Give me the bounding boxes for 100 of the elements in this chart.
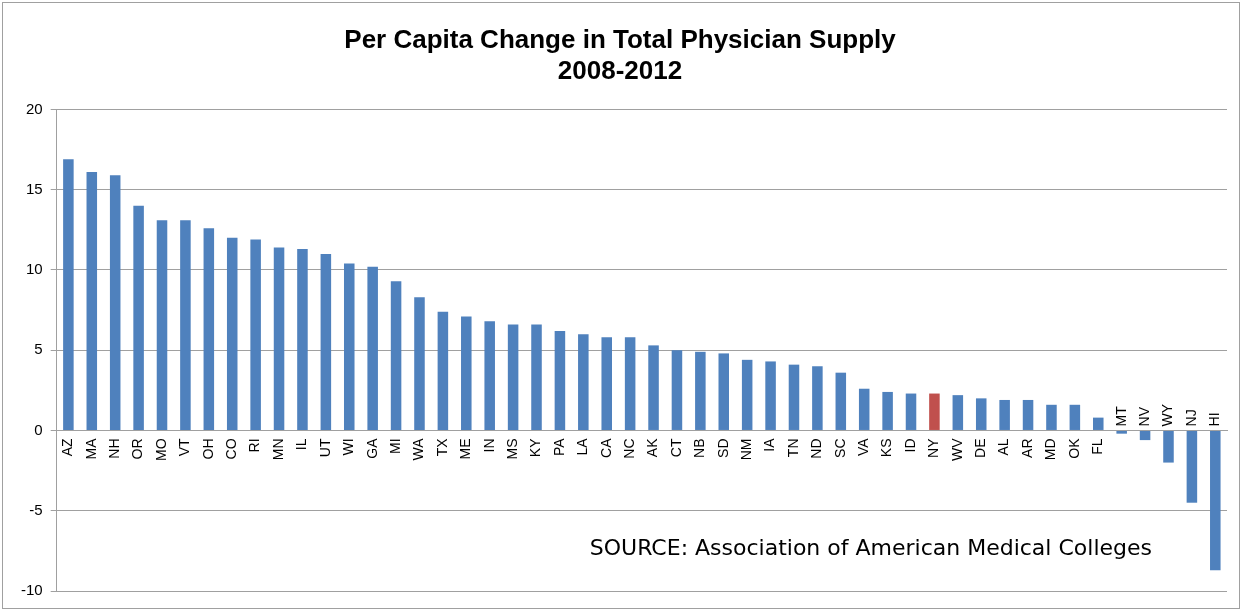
bar <box>741 359 753 430</box>
x-tick-label: AZ <box>59 438 76 457</box>
bar <box>367 266 378 430</box>
x-tick-label: GA <box>363 437 380 459</box>
bar <box>531 324 542 430</box>
bar <box>1116 430 1127 434</box>
bar <box>250 239 261 430</box>
x-tick-label: MD <box>1042 438 1059 461</box>
y-tick-label: 5 <box>34 340 43 358</box>
x-tick-label: NH <box>106 438 123 459</box>
bar <box>578 334 589 430</box>
bar <box>507 324 519 430</box>
x-tick-label: ND <box>808 438 825 459</box>
x-tick-label: SD <box>714 438 731 458</box>
y-tick-label: 0 <box>34 420 43 438</box>
bar <box>1139 430 1151 441</box>
bar <box>765 361 776 430</box>
bar <box>133 205 144 430</box>
x-tick-label: TX <box>433 437 450 457</box>
x-tick-label: NJ <box>1182 409 1199 427</box>
bar <box>952 395 964 430</box>
bar <box>905 393 917 430</box>
x-tick-label: NV <box>1135 406 1152 427</box>
bar <box>414 297 425 430</box>
bar <box>835 372 847 430</box>
x-tick-label: DE <box>972 438 989 458</box>
x-tick-label: IN <box>480 438 497 453</box>
x-tick-label: AL <box>995 438 1012 456</box>
x-tick-label: WV <box>948 437 965 462</box>
bar <box>297 249 308 430</box>
bar <box>1046 404 1057 430</box>
bar <box>180 220 191 430</box>
bar <box>320 253 332 430</box>
bar <box>718 353 730 430</box>
bar <box>601 337 612 430</box>
bar <box>624 337 636 430</box>
x-tick-label: MN <box>269 438 286 461</box>
x-tick-label: NM <box>738 438 755 461</box>
bar <box>1163 430 1174 463</box>
bar <box>1069 404 1081 430</box>
bar <box>1022 399 1034 430</box>
bar <box>109 175 121 430</box>
x-tick-label: OR <box>129 438 146 460</box>
bar <box>695 351 706 430</box>
y-tick-label: -10 <box>20 581 43 599</box>
annotation: SOURCE: Association of American Medical Colleges <box>589 534 1152 560</box>
bar <box>858 388 870 430</box>
bar <box>390 281 402 430</box>
bar <box>86 172 98 430</box>
x-tick-label: IL <box>293 438 310 451</box>
y-tick-label: 20 <box>25 99 43 117</box>
x-tick-label: CA <box>597 437 614 458</box>
x-tick-label: RI <box>246 438 263 453</box>
x-tick-label: AK <box>644 437 661 458</box>
x-tick-label: MT <box>1112 405 1129 427</box>
bar <box>156 220 168 430</box>
x-tick-label: KY <box>527 437 544 458</box>
x-tick-label: ID <box>901 438 918 453</box>
x-tick-label: ME <box>457 438 474 460</box>
x-tick-label: MO <box>152 438 169 462</box>
x-tick-label: CT <box>667 438 684 458</box>
bar <box>882 391 893 430</box>
bar <box>812 366 823 430</box>
bar <box>929 393 940 430</box>
x-tick-label: NY <box>925 437 942 458</box>
bar <box>484 321 495 430</box>
x-tick-label: AR <box>1018 438 1035 458</box>
x-tick-label: FL <box>1089 438 1106 455</box>
y-tick-label: 10 <box>25 260 43 278</box>
x-tick-label: TN <box>784 438 801 458</box>
x-tick-label: CO <box>223 438 240 460</box>
x-tick-label: VA <box>855 437 872 457</box>
bar <box>63 159 74 430</box>
bar <box>461 316 472 430</box>
bar <box>554 330 566 430</box>
bar <box>273 247 285 430</box>
x-tick-label: HI <box>1206 412 1223 427</box>
x-tick-label: PA <box>550 437 567 457</box>
x-tick-label: IA <box>761 437 778 452</box>
x-tick-label: NC <box>621 438 637 459</box>
bar <box>1186 430 1198 503</box>
x-tick-label: WA <box>410 437 427 461</box>
x-tick-label: KS <box>878 438 895 458</box>
y-tick-label: 15 <box>25 179 43 197</box>
bar <box>203 228 215 430</box>
x-tick-label: SC <box>831 438 848 458</box>
bar <box>975 398 987 430</box>
chart-title: Per Capita Change in Total Physician Supply 2008-2012 <box>344 23 897 85</box>
x-tick-label: MI <box>386 438 403 455</box>
x-tick-label: WY <box>1159 403 1176 427</box>
x-tick-label: MS <box>503 438 520 460</box>
x-tick-label: VT <box>176 438 193 457</box>
bar <box>343 263 355 430</box>
x-tick-label: NB <box>691 438 708 458</box>
bar <box>671 350 683 430</box>
bar <box>226 237 238 430</box>
bar <box>1093 417 1104 430</box>
bar <box>788 364 800 430</box>
x-tick-label: UT <box>316 438 333 458</box>
bar <box>999 399 1010 430</box>
